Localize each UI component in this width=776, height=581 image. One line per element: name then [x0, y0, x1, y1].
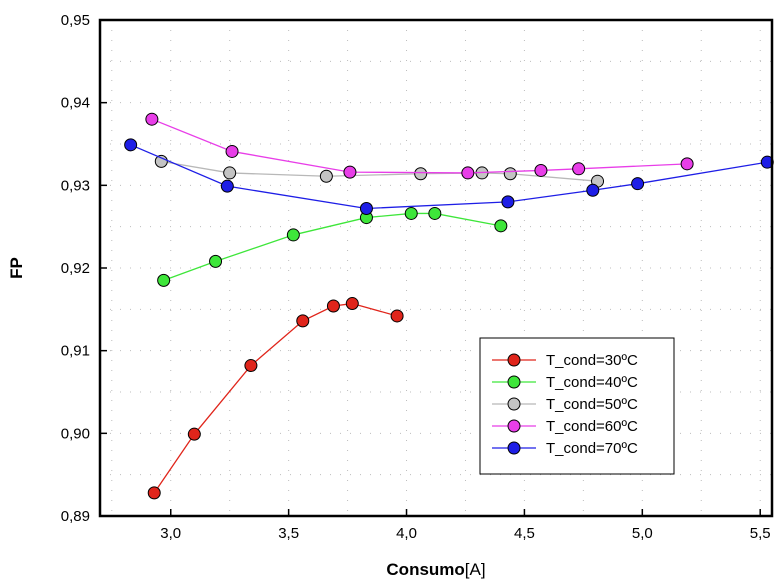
- data-point: [390, 309, 404, 323]
- data-point: [209, 254, 223, 268]
- x-axis-title-main: Consumo: [386, 560, 464, 579]
- data-point: [220, 179, 234, 193]
- legend-label: T_cond=70ºC: [546, 440, 638, 457]
- series-5: [124, 138, 774, 215]
- data-point: [147, 486, 161, 500]
- data-point: [223, 166, 237, 180]
- series-3: [154, 154, 605, 188]
- data-point: [244, 359, 258, 373]
- legend-label: T_cond=50ºC: [546, 396, 638, 413]
- y-tick-label: 0,93: [61, 177, 90, 194]
- legend: T_cond=30ºC T_cond=40ºC T_cond=50ºC T_cond=…: [479, 337, 675, 475]
- y-tick-label: 0,91: [61, 343, 90, 360]
- data-point: [296, 314, 310, 328]
- data-point: [586, 183, 600, 197]
- x-tick-label: 4,0: [396, 525, 417, 542]
- data-point: [428, 206, 442, 220]
- data-point: [414, 167, 428, 181]
- x-tick-label: 4,5: [514, 525, 535, 542]
- series-line: [153, 302, 398, 494]
- legend-label: T_cond=30ºC: [546, 352, 638, 369]
- legend-label: T_cond=60ºC: [546, 418, 638, 435]
- data-point: [404, 206, 418, 220]
- data-point: [359, 201, 373, 215]
- x-axis-title: Consumo[A]: [386, 560, 485, 579]
- data-point: [572, 162, 586, 176]
- data-point: [503, 167, 517, 181]
- data-point: [345, 297, 359, 311]
- legend-marker: [507, 375, 521, 389]
- y-tick-label: 0,92: [61, 260, 90, 277]
- legend-label: T_cond=40ºC: [546, 374, 638, 391]
- data-point: [124, 138, 138, 152]
- data-point: [534, 163, 548, 177]
- data-point: [319, 169, 333, 183]
- legend-item: T_cond=70ºC: [492, 440, 638, 457]
- data-point: [760, 155, 774, 169]
- series-2: [157, 206, 508, 287]
- tick-labels: 3,0 3,5 4,0 4,5 5,0 5,5 0,89 0,90 0,91 0,92 0,93 0,…: [61, 12, 771, 542]
- x-tick-label: 5,0: [632, 525, 653, 542]
- data-point: [157, 273, 171, 287]
- legend-item: T_cond=30ºC: [492, 352, 638, 369]
- x-tick-label: 3,5: [278, 525, 299, 542]
- data-point: [680, 157, 694, 171]
- data-point: [501, 195, 515, 209]
- data-point: [631, 177, 645, 191]
- series-1: [147, 297, 404, 500]
- y-tick-label: 0,95: [61, 12, 90, 29]
- x-tick-label: 5,5: [750, 525, 771, 542]
- data-point: [343, 165, 357, 179]
- series-line: [163, 212, 501, 282]
- data-point: [145, 112, 159, 126]
- data-point: [494, 219, 508, 233]
- series-4: [145, 112, 694, 180]
- legend-marker: [507, 419, 521, 433]
- x-axis-title-unit: [A]: [465, 560, 486, 579]
- data-point: [461, 166, 475, 180]
- data-point: [286, 228, 300, 242]
- data-point: [326, 299, 340, 313]
- data-point: [225, 144, 239, 158]
- legend-item: T_cond=50ºC: [492, 396, 638, 413]
- data-point: [187, 427, 201, 441]
- y-tick-label: 0,90: [61, 425, 90, 442]
- y-tick-label: 0,89: [61, 508, 90, 525]
- legend-marker: [507, 353, 521, 367]
- legend-item: T_cond=60ºC: [492, 418, 638, 435]
- legend-marker: [507, 397, 521, 411]
- y-tick-label: 0,94: [61, 95, 90, 112]
- y-axis-title: FP: [7, 257, 26, 279]
- data-point: [154, 154, 168, 168]
- ticks: [100, 19, 761, 517]
- series-layer: [124, 112, 774, 500]
- x-tick-label: 3,0: [160, 525, 181, 542]
- legend-item: T_cond=40ºC: [492, 374, 638, 391]
- legend-marker: [507, 441, 521, 455]
